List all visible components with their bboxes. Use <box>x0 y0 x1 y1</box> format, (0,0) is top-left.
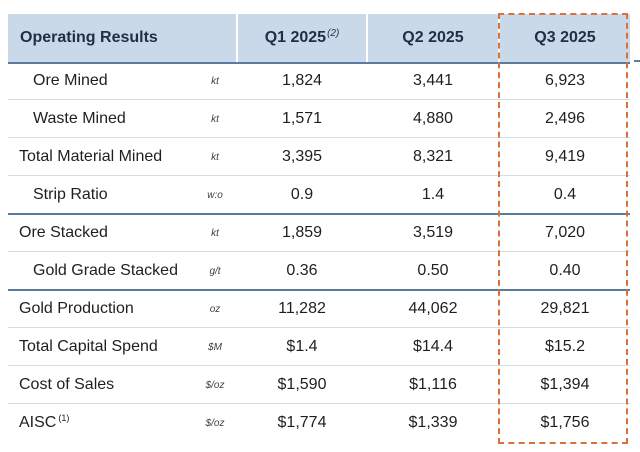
row-value-q2: $1,116 <box>409 376 457 393</box>
row-value-q2: 4,880 <box>412 110 454 127</box>
row-value-q3: 7,020 <box>544 224 586 241</box>
row-value-q3: 0.40 <box>549 262 581 279</box>
header-q3: Q3 2025 <box>500 14 630 62</box>
header-divider <box>236 14 238 62</box>
row-label-note: (1) <box>58 413 70 423</box>
table-row: Gold Grade Stacked g/t 0.36 0.50 0.40 <box>8 252 630 290</box>
row-value-q1: 1,859 <box>281 224 323 241</box>
row-label-text: Total Capital Spend <box>19 338 158 355</box>
row-divider <box>8 365 630 366</box>
header-q1: Q1 2025 (2) <box>238 14 366 62</box>
row-unit: $/oz <box>205 417 225 429</box>
header-rule <box>8 62 630 64</box>
row-label-text: Total Material Mined <box>19 148 163 165</box>
row-value-q2: 0.50 <box>417 262 449 279</box>
row-divider <box>8 175 630 176</box>
row-divider <box>8 137 630 138</box>
row-value-q3: $1,394 <box>540 376 590 393</box>
row-label-text: Waste Mined <box>33 110 126 127</box>
row-value-q1: $1.4 <box>286 338 318 355</box>
table-row: Waste Mined kt 1,571 4,880 2,496 <box>8 100 630 138</box>
row-label: Strip Ratio <box>33 176 110 214</box>
row-value-q1: 0.36 <box>286 262 318 279</box>
row-label-text: Strip Ratio <box>33 186 108 203</box>
header-q1-label: Q1 2025 <box>264 29 327 46</box>
table-header: Operating Results Q1 2025 (2) Q2 2025 Q3 … <box>8 14 630 62</box>
row-label: Gold Grade Stacked <box>33 252 180 290</box>
row-label: Total Material Mined <box>19 138 164 176</box>
table-row: Total Capital Spend $M $1.4 $14.4 $15.2 <box>8 328 630 366</box>
row-unit: w:o <box>207 189 223 201</box>
row-value-q3: 2,496 <box>544 110 586 127</box>
row-unit: $/oz <box>205 379 225 391</box>
row-unit: kt <box>211 113 219 125</box>
section-rule <box>8 289 630 291</box>
row-value-q1: 0.9 <box>290 186 314 203</box>
row-value-q2: 1.4 <box>421 186 445 203</box>
row-label: Waste Mined <box>33 100 128 138</box>
header-q1-note: (2) <box>327 27 340 39</box>
header-q2-label: Q2 2025 <box>402 29 464 46</box>
row-unit: kt <box>211 151 219 163</box>
row-divider <box>8 327 630 328</box>
row-label-text: Ore Stacked <box>19 224 108 241</box>
header-divider <box>366 14 368 62</box>
header-q2: Q2 2025 <box>368 14 498 62</box>
row-divider <box>8 403 630 404</box>
row-label-text: AISC <box>19 414 57 431</box>
row-label: AISC (1) <box>19 404 69 442</box>
row-value-q1: 1,824 <box>281 72 323 89</box>
header-q3-label: Q3 2025 <box>534 29 596 46</box>
row-label-text: Gold Production <box>19 300 134 317</box>
q3-highlight-box <box>498 13 628 444</box>
table-row: AISC (1) $/oz $1,774 $1,339 $1,756 <box>8 404 630 442</box>
row-label-text: Cost of Sales <box>19 376 115 393</box>
row-divider <box>8 99 630 100</box>
table-row: Total Material Mined kt 3,395 8,321 9,419 <box>8 138 630 176</box>
row-value-q3: $1,756 <box>540 414 590 431</box>
row-value-q1: $1,590 <box>277 376 327 393</box>
row-divider <box>8 251 630 252</box>
row-value-q3: 29,821 <box>540 300 590 317</box>
table-row: Ore Mined kt 1,824 3,441 6,923 <box>8 62 630 100</box>
row-value-q3: $15.2 <box>544 338 586 355</box>
row-value-q1: $1,774 <box>277 414 327 431</box>
row-label: Total Capital Spend <box>19 328 160 366</box>
row-label: Cost of Sales <box>19 366 116 404</box>
operating-results-table: Operating Results Q1 2025 (2) Q2 2025 Q3 … <box>8 14 630 62</box>
row-label: Ore Mined <box>33 62 110 100</box>
row-label: Ore Stacked <box>19 214 110 252</box>
row-unit: g/t <box>209 265 221 277</box>
row-value-q2: $14.4 <box>412 338 454 355</box>
row-value-q2: $1,339 <box>408 414 458 431</box>
table-row: Cost of Sales $/oz $1,590 $1,116 $1,394 <box>8 366 630 404</box>
row-value-q1: 1,571 <box>281 110 323 127</box>
row-unit: $M <box>208 341 222 353</box>
row-unit: oz <box>209 303 221 315</box>
header-title: Operating Results <box>20 29 158 46</box>
row-label-text: Gold Grade Stacked <box>33 262 178 279</box>
row-unit: kt <box>211 75 219 87</box>
section-rule <box>8 213 630 215</box>
table-row: Gold Production oz 11,282 44,062 29,821 <box>8 290 630 328</box>
table-row: Ore Stacked kt 1,859 3,519 7,020 <box>8 214 630 252</box>
row-value-q2: 8,321 <box>412 148 454 165</box>
row-value-q2: 3,441 <box>412 72 454 89</box>
row-value-q3: 0.4 <box>553 186 577 203</box>
row-value-q1: 3,395 <box>281 148 323 165</box>
edge-rule-mark <box>634 60 640 62</box>
row-unit: kt <box>211 227 219 239</box>
row-label-text: Ore Mined <box>33 72 108 89</box>
row-value-q3: 6,923 <box>544 72 586 89</box>
row-label: Gold Production <box>19 290 136 328</box>
row-value-q2: 3,519 <box>412 224 454 241</box>
row-value-q2: 44,062 <box>408 300 458 317</box>
row-value-q1: 11,282 <box>278 300 326 317</box>
row-value-q3: 9,419 <box>544 148 586 165</box>
